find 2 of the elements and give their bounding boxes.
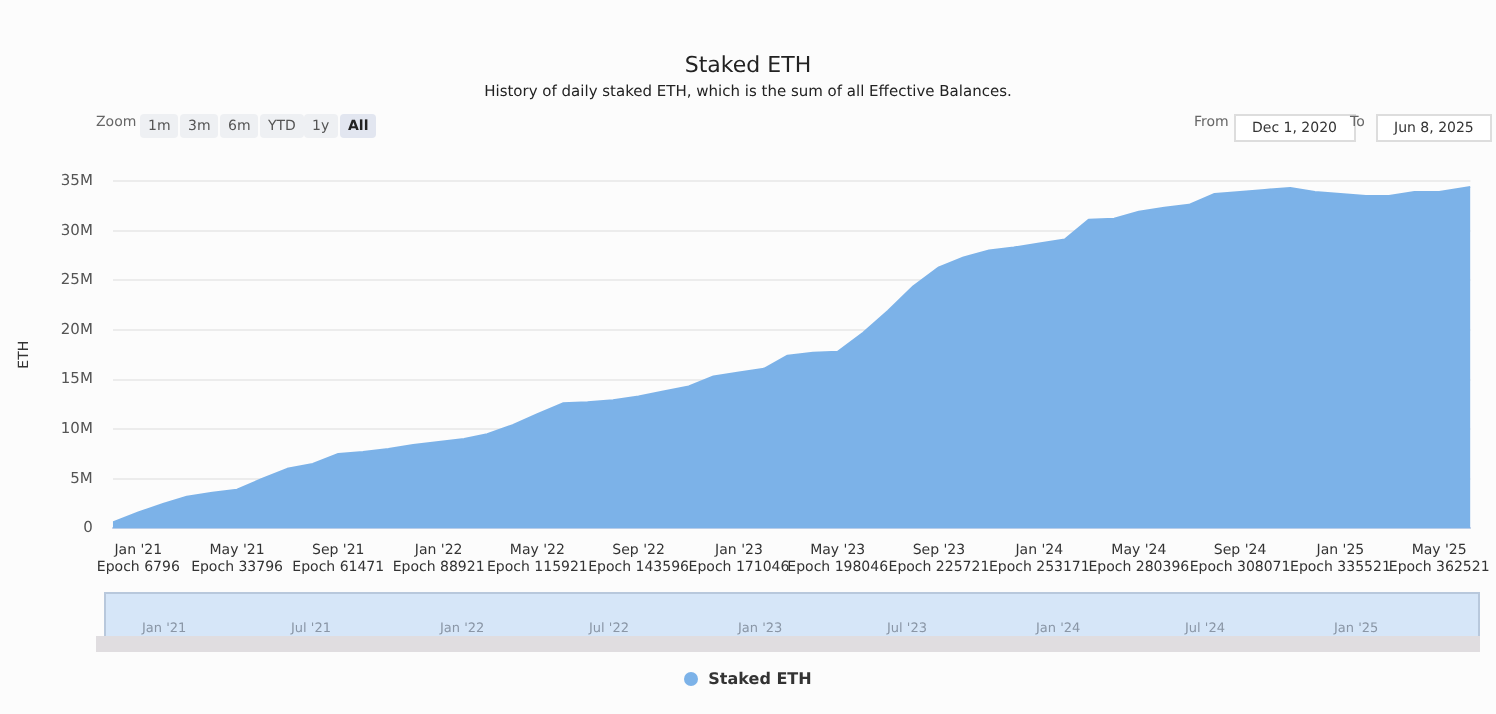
legend-label: Staked ETH [706, 670, 812, 688]
chart-title: Staked ETH [682, 52, 814, 78]
